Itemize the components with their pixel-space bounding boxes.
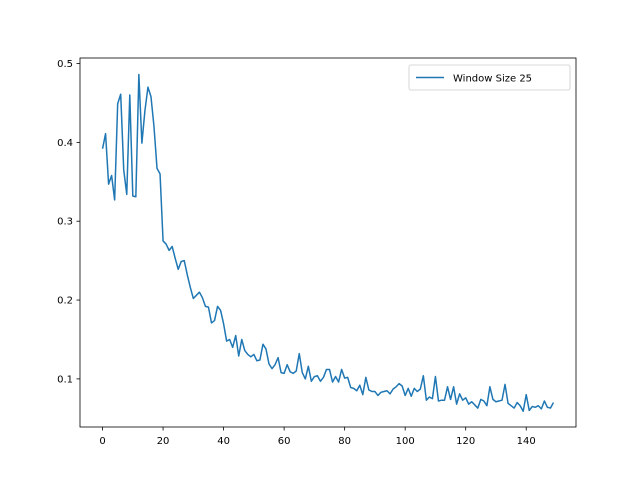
x-tick-label: 140: [517, 436, 536, 447]
y-tick-label: 0.1: [57, 374, 73, 385]
x-tick-label: 20: [157, 436, 170, 447]
y-tick-label: 0.5: [57, 59, 73, 70]
axes-frame: [79, 57, 577, 428]
series-line: [101, 73, 555, 412]
y-tick-label: 0.2: [57, 296, 73, 307]
x-axis: 0 20 40 60 80 100 120 140: [99, 427, 536, 447]
x-tick-label: 40: [217, 436, 230, 447]
y-tick-label: 0.3: [57, 217, 73, 228]
y-tick-label: 0.4: [57, 138, 73, 149]
legend-box: [408, 64, 571, 91]
x-tick-label: 120: [456, 436, 475, 447]
x-tick-label: 80: [338, 436, 351, 447]
series-layer: [101, 73, 555, 412]
legend-label: Window Size 25: [453, 74, 532, 85]
legend: Window Size 25: [408, 64, 571, 91]
x-tick-label: 0: [99, 436, 105, 447]
y-axis: 0.1 0.2 0.3 0.4 0.5: [57, 59, 80, 385]
x-tick-label: 100: [396, 436, 415, 447]
x-tick-label: 60: [278, 436, 291, 447]
